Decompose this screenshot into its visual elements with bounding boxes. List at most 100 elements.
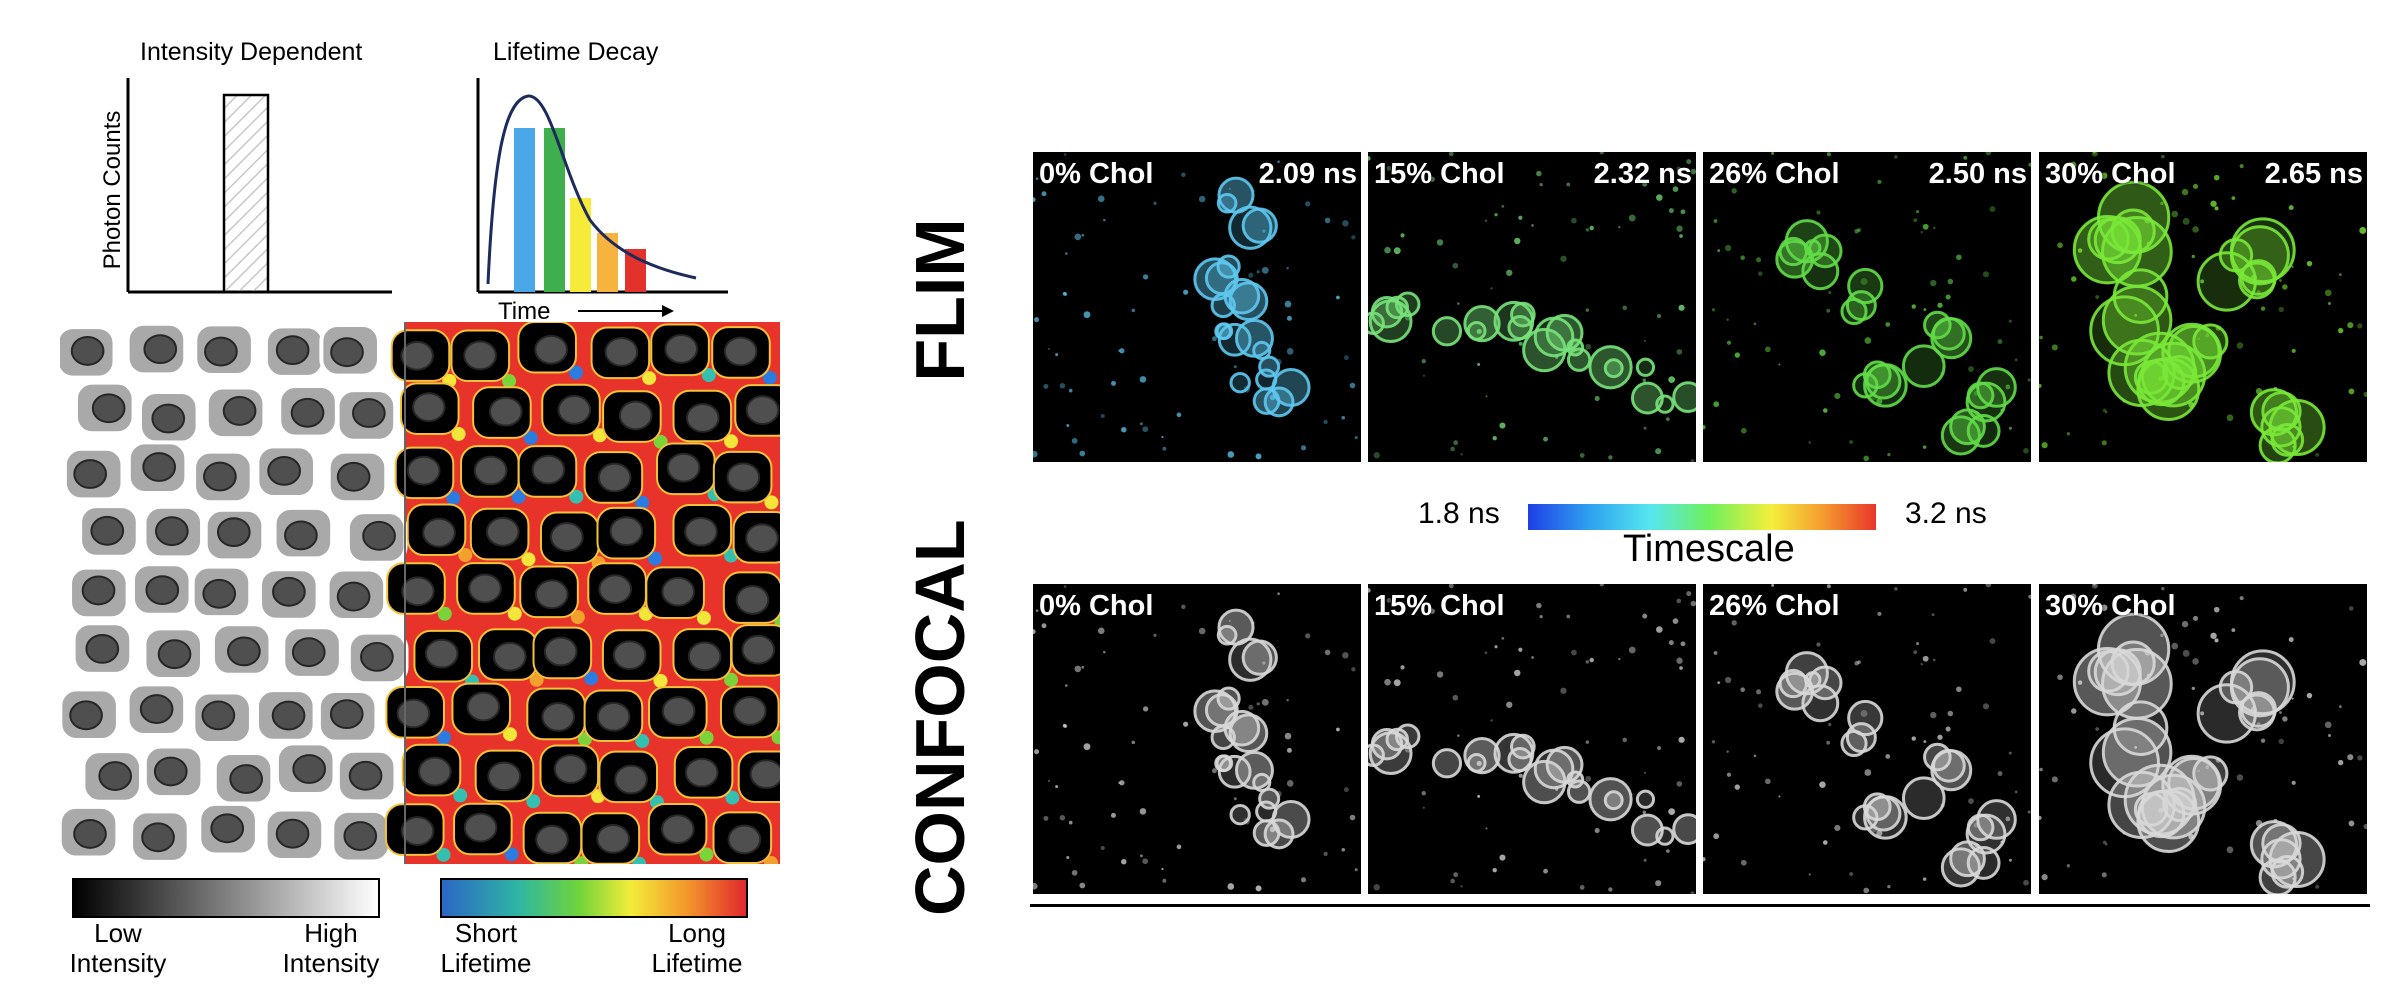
cell-nucleus [492, 641, 527, 672]
flim-lifetime-label-2: 2.50 ns [1928, 158, 2027, 190]
cell-nucleus [360, 641, 394, 672]
cell-nucleus [687, 641, 722, 672]
flim-micrograph-2 [1703, 152, 2031, 462]
confocal-panel-1: 15% Chol [1368, 584, 1696, 894]
cell-nucleus [557, 394, 592, 425]
cell-nucleus [741, 634, 776, 665]
intensity-high-label: High Intensity [276, 918, 386, 978]
flim-title-text: FLIM [901, 218, 979, 382]
flim-lifetime-label-0: 2.09 ns [1258, 158, 1357, 190]
decay-bar-1 [514, 128, 535, 292]
confocal-chol-label-2: 26% Chol [1709, 590, 1840, 622]
cell-nucleus [210, 813, 245, 844]
confocal-micrograph-0 [1033, 585, 1358, 892]
cell-nucleus [418, 756, 452, 787]
confocal-title-text: CONFOCAL [901, 519, 979, 916]
low-text: Low [94, 918, 142, 948]
cell-nucleus [553, 754, 588, 784]
cell-nucleus [487, 761, 522, 792]
cell-nucleus [534, 579, 569, 610]
decay-bar-5 [625, 249, 646, 292]
cell-nucleus [411, 392, 446, 423]
cell-nucleus [336, 461, 371, 492]
cell-nucleus [732, 696, 767, 726]
cell-nucleus [157, 639, 192, 670]
cell-nucleus [406, 455, 441, 486]
cell-nucleus [745, 523, 779, 554]
lifetime-long-label: Long Lifetime [642, 918, 752, 978]
cell-nucleus [348, 760, 383, 791]
low-intensity-text: Intensity [69, 948, 167, 978]
cell-nucleus [272, 576, 306, 607]
cell-nucleus [329, 699, 364, 730]
time-label: Time [498, 298, 550, 325]
cell-nucleus [485, 516, 520, 547]
cell-nucleus [201, 700, 236, 731]
cell-nucleus [424, 638, 459, 669]
cell-nucleus [422, 517, 456, 548]
intensity-histogram-title: Intensity Dependent [140, 38, 363, 66]
cell-nucleus [745, 395, 780, 425]
flim-chol-label-0: 0% Chol [1039, 158, 1154, 190]
cell-nucleus [723, 336, 758, 367]
confocal-micrograph-2 [1703, 584, 2031, 894]
cell-nucleus [291, 637, 326, 668]
timescale-min-label: 1.8 ns [1418, 497, 1500, 530]
cell-nucleus [535, 824, 569, 855]
intensity-histogram [126, 78, 392, 294]
cell-nucleus [222, 395, 257, 426]
intensity-scale-bar [72, 878, 380, 918]
cell-nucleus [267, 455, 301, 486]
confocal-chol-label-3: 30% Chol [2045, 590, 2176, 622]
lifetime-scale-bar [440, 878, 748, 918]
cell-nucleus [202, 578, 237, 609]
cell-nucleus [598, 574, 633, 605]
cell-nucleus [153, 756, 188, 787]
cell-nucleus [543, 636, 578, 667]
cell-nucleus [749, 759, 780, 790]
cell-nucleus [151, 403, 186, 434]
high-text: High [304, 918, 358, 948]
cell-nucleus [229, 764, 263, 794]
cell-nucleus [73, 819, 107, 849]
flim-panel-0: 0% Chol 2.09 ns [1033, 152, 1361, 462]
confocal-micrograph-3 [2039, 584, 2367, 894]
cell-nucleus [609, 516, 644, 547]
cell-nucleus [596, 823, 631, 854]
cell-nucleus [726, 462, 761, 493]
intensity-bar [222, 93, 270, 294]
long-text: Long [668, 918, 726, 948]
cell-nucleus [271, 700, 306, 731]
cell-nucleus [139, 694, 174, 724]
cell-nucleus [85, 633, 120, 664]
tissue-illustration [60, 322, 780, 864]
cell-nucleus [204, 336, 238, 367]
cell-nucleus [661, 696, 696, 727]
cell-nucleus [203, 461, 237, 492]
confocal-panel-3: 30% Chol [2039, 584, 2367, 894]
flim-chol-label-1: 15% Chol [1374, 158, 1505, 190]
cell-nucleus [69, 700, 103, 731]
high-intensity-text: Intensity [282, 948, 380, 978]
lifetime-histogram-title: Lifetime Decay [493, 38, 659, 66]
flim-row-title: FLIM [900, 190, 979, 410]
flim-chol-label-2: 26% Chol [1709, 158, 1840, 190]
cell-nucleus [466, 691, 501, 722]
time-arrowhead [662, 305, 674, 317]
confocal-row-title: CONFOCAL [900, 519, 979, 916]
decay-bar-4 [597, 233, 618, 292]
cell-nucleus [735, 585, 770, 615]
flim-panel-2: 26% Chol 2.50 ns [1703, 152, 2031, 462]
cell-nucleus [463, 340, 497, 371]
flim-micrograph-0 [1033, 153, 1358, 460]
cell-nucleus [81, 575, 116, 606]
flim-lifetime-label-1: 2.32 ns [1593, 158, 1692, 190]
cell-nucleus [488, 396, 523, 427]
cell-nucleus [664, 334, 699, 364]
cell-nucleus [275, 335, 310, 366]
flim-lifetime-label-3: 2.65 ns [2264, 158, 2363, 190]
cell-nucleus [343, 821, 378, 851]
cell-nucleus [597, 462, 632, 493]
cell-nucleus [400, 816, 435, 846]
confocal-chol-label-1: 15% Chol [1374, 590, 1505, 622]
